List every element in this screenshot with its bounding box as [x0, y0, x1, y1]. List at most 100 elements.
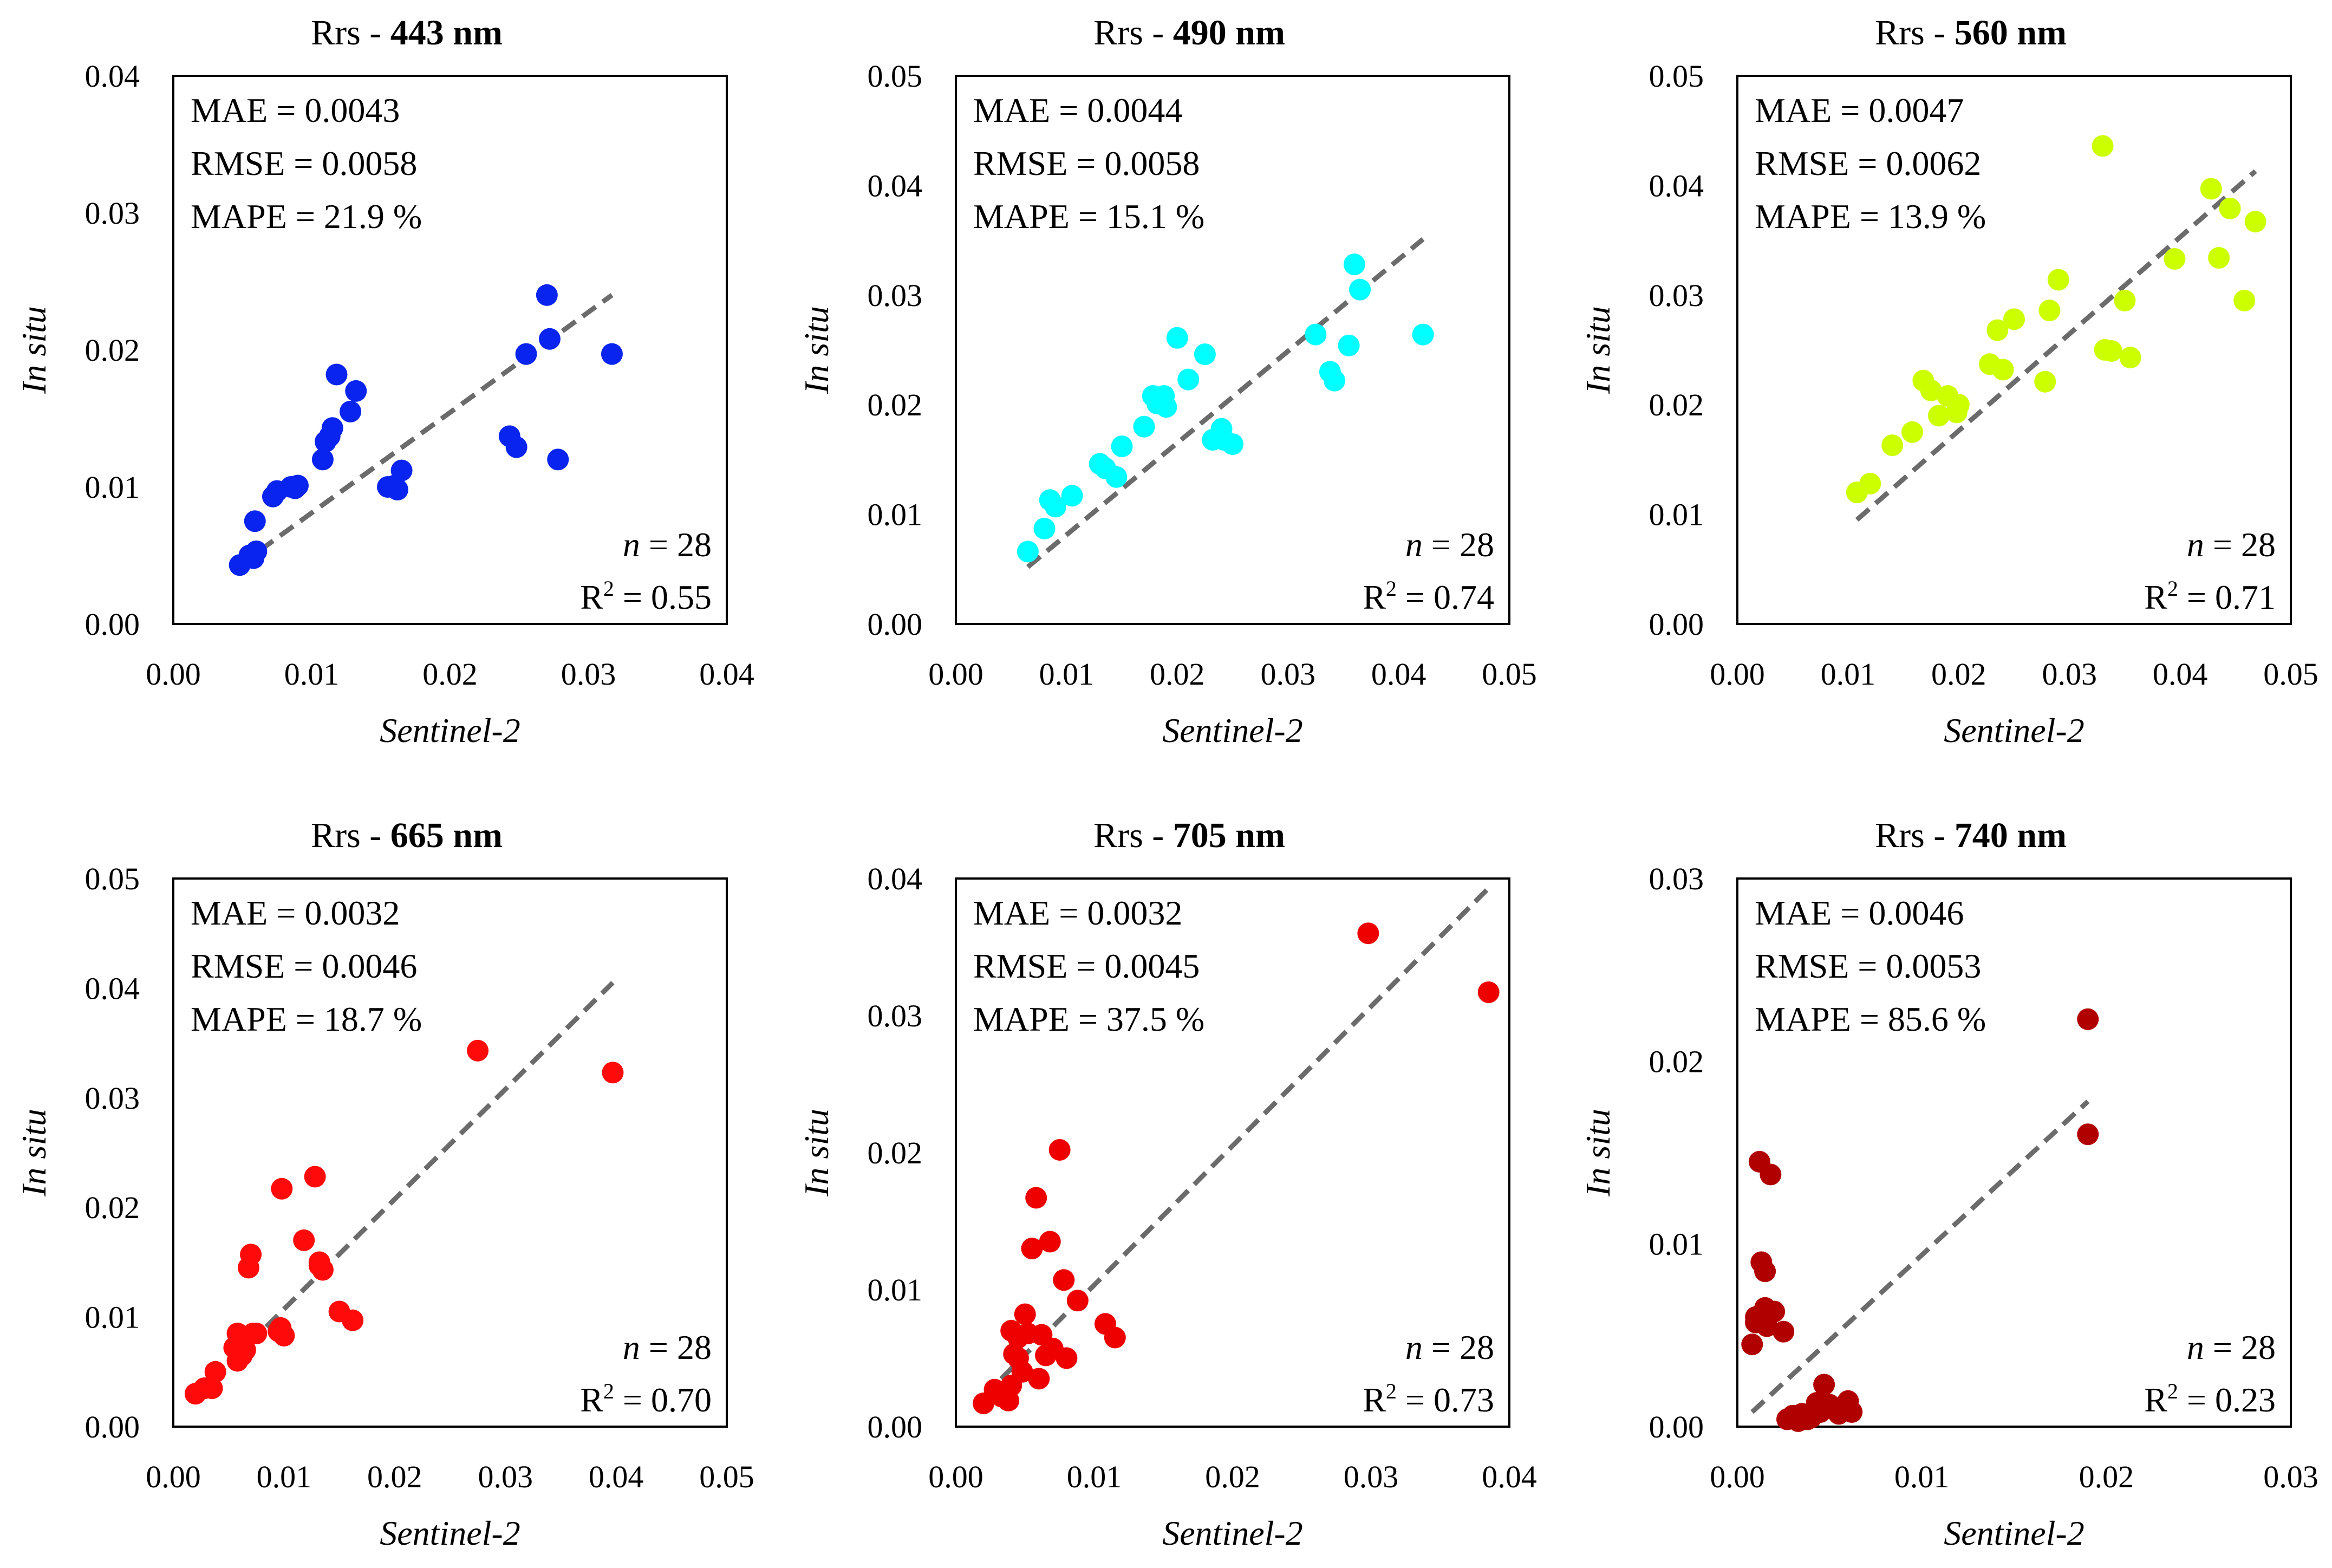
- data-point: [2047, 269, 2069, 291]
- data-point: [538, 328, 561, 350]
- x-tick-label: 0.04: [589, 1459, 644, 1494]
- x-tick-label: 0.00: [928, 1459, 983, 1494]
- data-point: [244, 510, 266, 532]
- y-tick-label: 0.03: [85, 1081, 140, 1116]
- data-point: [342, 1309, 364, 1331]
- data-point: [1025, 1187, 1047, 1209]
- stat-mape: MAPE = 15.1 %: [973, 197, 1204, 236]
- n-value: = 28: [1423, 1328, 1494, 1367]
- data-point: [1901, 421, 1923, 443]
- data-point: [1028, 1368, 1050, 1390]
- r2-symbol: R: [580, 578, 603, 616]
- title-band: 705 nm: [1173, 816, 1285, 855]
- data-point: [505, 436, 527, 458]
- r2-symbol: R: [2144, 1381, 2167, 1419]
- data-point: [304, 1166, 326, 1188]
- data-point: [2208, 246, 2230, 269]
- stat-r2: R2 = 0.74: [1363, 576, 1494, 616]
- data-point: [1039, 1231, 1061, 1253]
- title-prefix: Rrs -: [311, 13, 390, 53]
- stat-rmse: RMSE = 0.0046: [191, 947, 417, 985]
- n-symbol: n: [1405, 1328, 1423, 1367]
- stat-mae: MAE = 0.0044: [973, 91, 1182, 129]
- x-tick-label: 0.04: [1371, 656, 1426, 692]
- data-point: [2119, 347, 2141, 369]
- n-value: = 28: [1423, 525, 1494, 564]
- data-point: [2034, 370, 2056, 393]
- x-tick-label: 0.02: [1205, 1459, 1260, 1494]
- x-tick-label: 0.03: [478, 1459, 533, 1494]
- data-point: [1104, 1326, 1126, 1349]
- r2-value: = 0.73: [1397, 1381, 1494, 1419]
- x-axis-label: Sentinel-2: [1944, 1514, 2084, 1552]
- panel-560-nm: Rrs - 560 nm 0.00 0.01 0.02 0.03 0.04 0.05 0.00…: [1579, 13, 2318, 750]
- r2-value: = 0.70: [614, 1381, 712, 1419]
- data-point: [1986, 319, 2009, 341]
- data-point: [1305, 323, 1327, 346]
- data-point: [601, 343, 623, 365]
- title-band: 490 nm: [1173, 13, 1285, 53]
- data-point: [2114, 289, 2136, 311]
- data-point: [1014, 1303, 1036, 1325]
- data-point: [2200, 178, 2222, 200]
- x-tick-label: 0.00: [1710, 1459, 1765, 1494]
- data-point: [201, 1377, 223, 1400]
- x-tick-label: 0.04: [1482, 1459, 1537, 1494]
- data-point: [1841, 1401, 1863, 1423]
- data-point: [1061, 485, 1083, 507]
- x-tick-label: 0.02: [2079, 1459, 2134, 1494]
- y-tick-label: 0.03: [868, 998, 923, 1033]
- data-point: [1760, 1163, 1782, 1186]
- r2-superscript: 2: [603, 1379, 614, 1403]
- n-value: = 28: [640, 525, 712, 564]
- data-point: [226, 1350, 249, 1372]
- y-tick-label: 0.00: [1649, 1409, 1704, 1445]
- stat-rmse: RMSE = 0.0045: [973, 947, 1200, 985]
- x-tick-label: 0.00: [928, 656, 983, 692]
- x-tick-label: 0.03: [2263, 1459, 2318, 1494]
- title-band: 443 nm: [390, 13, 503, 53]
- panel-705-nm: Rrs - 705 nm 0.00 0.01 0.02 0.03 0.04 0.00 0.01…: [797, 816, 1537, 1552]
- data-point: [204, 1361, 226, 1383]
- y-tick-label: 0.02: [85, 333, 140, 368]
- data-point: [2219, 197, 2241, 219]
- data-point: [1007, 1347, 1029, 1369]
- r2-value: = 0.74: [1397, 578, 1494, 616]
- title-prefix: Rrs -: [1875, 816, 1955, 855]
- x-axis-label: Sentinel-2: [1162, 711, 1302, 750]
- panel-title: Rrs - 443 nm: [311, 13, 503, 53]
- x-tick-label: 0.01: [1821, 656, 1876, 692]
- data-point: [1048, 1138, 1071, 1161]
- data-point: [1000, 1375, 1022, 1397]
- x-tick-label: 0.00: [146, 656, 201, 692]
- r2-superscript: 2: [2167, 1379, 2178, 1403]
- r2-value: = 0.71: [2178, 578, 2276, 616]
- y-tick-label: 0.03: [1649, 861, 1704, 896]
- stat-rmse: RMSE = 0.0053: [1755, 947, 1981, 985]
- data-point: [515, 343, 537, 365]
- r2-value: = 0.55: [614, 578, 712, 616]
- data-point: [293, 1229, 315, 1251]
- stat-mae: MAE = 0.0043: [191, 91, 400, 129]
- x-tick-label: 0.05: [2263, 656, 2318, 692]
- stat-mape: MAPE = 85.6 %: [1755, 1000, 1986, 1038]
- data-point: [270, 1317, 292, 1339]
- data-point: [1031, 1324, 1053, 1346]
- x-tick-label: 0.05: [1482, 656, 1537, 692]
- data-point: [2092, 135, 2114, 157]
- n-symbol: n: [2187, 525, 2204, 564]
- y-axis-label: In situ: [797, 1109, 836, 1197]
- stat-n: n = 28: [2187, 1328, 2276, 1367]
- data-point: [1947, 394, 1970, 416]
- y-tick-label: 0.01: [85, 470, 140, 505]
- data-point: [1053, 1269, 1075, 1291]
- data-point: [1773, 1320, 1795, 1343]
- data-point: [602, 1062, 624, 1084]
- plot-area: [172, 75, 728, 625]
- data-point: [2003, 308, 2025, 330]
- data-point: [2244, 211, 2266, 233]
- data-point: [284, 477, 306, 499]
- stat-mae: MAE = 0.0032: [973, 894, 1182, 932]
- r2-superscript: 2: [2167, 576, 2178, 601]
- stat-n: n = 28: [1405, 525, 1494, 564]
